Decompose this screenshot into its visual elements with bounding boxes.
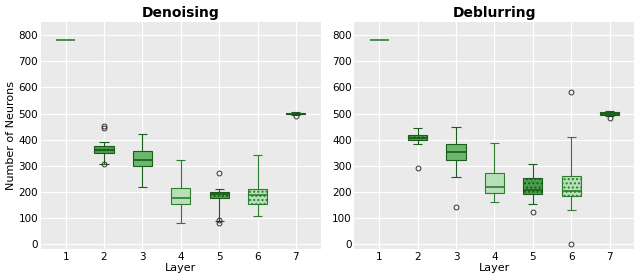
- Bar: [561, 176, 580, 196]
- X-axis label: Layer: Layer: [479, 263, 510, 273]
- Bar: [408, 135, 428, 140]
- Bar: [248, 189, 267, 204]
- Bar: [133, 151, 152, 166]
- Y-axis label: Number of Neurons: Number of Neurons: [6, 81, 15, 190]
- Bar: [286, 113, 305, 114]
- Bar: [95, 146, 114, 153]
- Title: Deblurring: Deblurring: [452, 6, 536, 20]
- Bar: [209, 192, 228, 198]
- Bar: [600, 112, 619, 115]
- X-axis label: Layer: Layer: [165, 263, 196, 273]
- Title: Denoising: Denoising: [142, 6, 220, 20]
- Bar: [523, 178, 542, 194]
- Bar: [485, 173, 504, 193]
- Bar: [447, 143, 466, 160]
- Bar: [171, 188, 190, 204]
